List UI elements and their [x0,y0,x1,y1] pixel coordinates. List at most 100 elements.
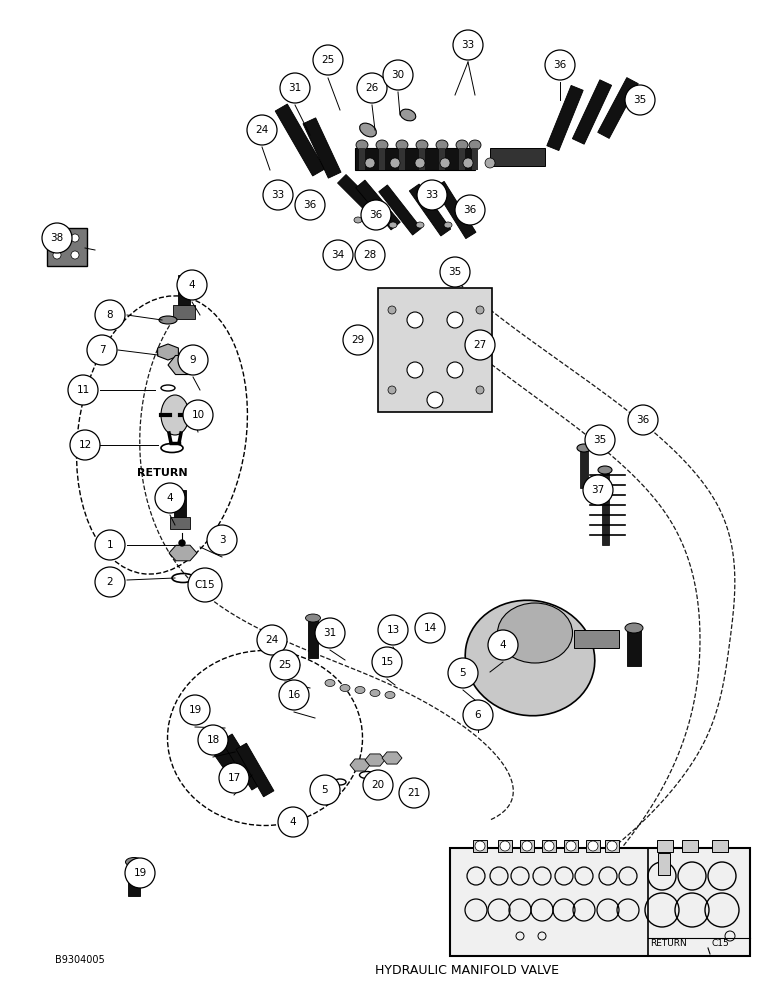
Text: 27: 27 [473,340,486,350]
Bar [399,148,405,170]
Ellipse shape [355,686,365,694]
Circle shape [270,650,300,680]
Text: C15: C15 [195,580,215,590]
Text: 5: 5 [322,785,328,795]
Ellipse shape [400,109,416,121]
Circle shape [155,483,185,513]
Circle shape [53,234,61,242]
Circle shape [280,73,310,103]
Circle shape [500,841,510,851]
Ellipse shape [325,680,335,686]
Text: 9: 9 [190,355,196,365]
Ellipse shape [625,623,643,633]
Bar [174,490,186,522]
Bar [605,840,619,852]
Circle shape [388,386,396,394]
Bar [580,450,588,488]
Text: 24: 24 [256,125,269,135]
Circle shape [628,405,658,435]
Bar [202,729,248,787]
Polygon shape [169,545,197,561]
Polygon shape [157,344,178,360]
Text: RETURN: RETURN [650,939,687,948]
Text: 5: 5 [459,668,466,678]
Circle shape [544,841,554,851]
Bar [498,840,512,852]
Ellipse shape [306,614,320,622]
Ellipse shape [385,692,395,698]
Circle shape [383,60,413,90]
Text: 35: 35 [449,267,462,277]
Bar [598,78,638,138]
Text: 12: 12 [79,440,92,450]
Bar [379,185,422,235]
Text: C15: C15 [712,939,730,948]
Circle shape [407,312,423,328]
Text: 33: 33 [272,190,285,200]
Text: 19: 19 [134,868,147,878]
Text: 36: 36 [554,60,567,70]
Circle shape [453,30,483,60]
Text: RETURN: RETURN [137,468,188,478]
Text: 17: 17 [228,773,241,783]
Circle shape [588,841,598,851]
Ellipse shape [369,217,377,223]
Circle shape [390,158,400,168]
Text: 1: 1 [107,540,113,550]
Text: 16: 16 [287,690,300,700]
Circle shape [177,270,207,300]
Text: 6: 6 [475,710,481,720]
Text: 35: 35 [594,435,607,445]
Ellipse shape [161,395,189,435]
Bar [178,275,190,310]
Bar [419,148,425,170]
Circle shape [180,695,210,725]
Circle shape [372,647,402,677]
Bar [657,840,673,852]
Bar [572,80,611,144]
Circle shape [315,618,345,648]
Circle shape [463,158,473,168]
Ellipse shape [497,603,573,663]
Bar [221,734,263,790]
Bar [434,181,476,239]
Bar [128,862,140,896]
Circle shape [95,530,125,560]
Circle shape [278,807,308,837]
Bar [472,148,478,170]
Circle shape [178,345,208,375]
Text: 4: 4 [188,280,195,290]
Bar [170,517,190,529]
Bar [450,848,750,956]
Text: 4: 4 [290,817,296,827]
Text: 24: 24 [266,635,279,645]
Circle shape [343,325,373,355]
Bar [712,840,728,852]
Circle shape [365,158,375,168]
Text: 21: 21 [408,788,421,798]
Text: 10: 10 [191,410,205,420]
Text: 30: 30 [391,70,405,80]
Ellipse shape [174,547,192,559]
Circle shape [313,45,343,75]
Ellipse shape [126,857,143,866]
Bar [574,630,619,648]
Circle shape [583,475,613,505]
Circle shape [207,525,237,555]
Circle shape [71,251,79,259]
Circle shape [415,158,425,168]
Text: 14: 14 [423,623,437,633]
Circle shape [361,200,391,230]
Bar [473,840,487,852]
Bar [547,85,583,151]
Bar [337,175,388,225]
Text: 36: 36 [463,205,476,215]
Bar [173,305,195,319]
Circle shape [357,73,387,103]
Ellipse shape [159,316,177,324]
Ellipse shape [354,217,362,223]
Ellipse shape [436,140,448,150]
Circle shape [95,300,125,330]
Bar [303,118,341,178]
Text: 28: 28 [364,250,377,260]
